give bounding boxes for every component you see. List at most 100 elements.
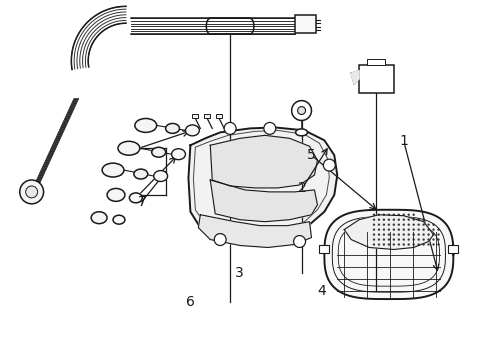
Polygon shape [210, 135, 317, 188]
Circle shape [422, 238, 424, 241]
Circle shape [402, 219, 404, 221]
Circle shape [422, 243, 424, 246]
Polygon shape [344, 215, 433, 249]
Circle shape [427, 243, 429, 246]
Bar [447, 246, 457, 253]
Polygon shape [350, 71, 358, 84]
Circle shape [431, 229, 434, 231]
Circle shape [26, 186, 38, 198]
Bar [192, 113, 198, 118]
Circle shape [412, 213, 414, 216]
Circle shape [377, 243, 379, 246]
Text: 6: 6 [185, 295, 194, 309]
Ellipse shape [165, 123, 179, 133]
Ellipse shape [153, 171, 167, 181]
Circle shape [372, 243, 374, 246]
Circle shape [412, 238, 414, 241]
Circle shape [392, 219, 394, 221]
Circle shape [382, 224, 385, 226]
Circle shape [382, 229, 385, 231]
Circle shape [436, 243, 439, 246]
Circle shape [402, 233, 404, 236]
Circle shape [412, 219, 414, 221]
Circle shape [397, 224, 399, 226]
Circle shape [382, 219, 385, 221]
Circle shape [412, 224, 414, 226]
Circle shape [382, 238, 385, 241]
Circle shape [402, 243, 404, 246]
Circle shape [407, 233, 409, 236]
Circle shape [422, 219, 424, 221]
Circle shape [407, 229, 409, 231]
Ellipse shape [107, 188, 124, 201]
Circle shape [224, 122, 236, 134]
Circle shape [436, 233, 439, 236]
Ellipse shape [185, 125, 199, 136]
Circle shape [382, 233, 385, 236]
Ellipse shape [134, 169, 147, 179]
Circle shape [377, 224, 379, 226]
Circle shape [397, 243, 399, 246]
Circle shape [214, 234, 225, 246]
Circle shape [387, 233, 389, 236]
Circle shape [402, 229, 404, 231]
Circle shape [422, 224, 424, 226]
Circle shape [417, 229, 419, 231]
Circle shape [436, 238, 439, 241]
Circle shape [323, 159, 335, 171]
Circle shape [372, 238, 374, 241]
Bar [366, 59, 384, 65]
Circle shape [372, 219, 374, 221]
Circle shape [297, 107, 305, 114]
Circle shape [422, 233, 424, 236]
Circle shape [291, 100, 311, 121]
Circle shape [397, 233, 399, 236]
Circle shape [407, 238, 409, 241]
Circle shape [387, 229, 389, 231]
Circle shape [372, 213, 374, 216]
Polygon shape [324, 210, 452, 299]
Circle shape [417, 238, 419, 241]
Ellipse shape [102, 163, 123, 177]
Circle shape [417, 243, 419, 246]
Ellipse shape [113, 215, 124, 224]
Circle shape [407, 219, 409, 221]
Circle shape [377, 229, 379, 231]
Ellipse shape [118, 141, 140, 155]
Bar [204, 113, 210, 118]
Circle shape [387, 219, 389, 221]
Circle shape [387, 224, 389, 226]
Circle shape [293, 235, 305, 247]
Circle shape [372, 229, 374, 231]
Circle shape [412, 243, 414, 246]
Circle shape [402, 238, 404, 241]
Circle shape [372, 233, 374, 236]
Circle shape [431, 233, 434, 236]
Ellipse shape [171, 149, 185, 159]
Circle shape [387, 238, 389, 241]
Circle shape [20, 180, 43, 204]
Circle shape [402, 213, 404, 216]
Polygon shape [198, 215, 311, 247]
Circle shape [417, 224, 419, 226]
Circle shape [412, 233, 414, 236]
Bar [216, 113, 222, 118]
Circle shape [264, 122, 275, 134]
Circle shape [392, 243, 394, 246]
Circle shape [427, 238, 429, 241]
Text: 5: 5 [306, 148, 315, 162]
Circle shape [417, 233, 419, 236]
Bar [358, 65, 393, 93]
Circle shape [382, 213, 385, 216]
Circle shape [372, 224, 374, 226]
Circle shape [427, 233, 429, 236]
Circle shape [436, 229, 439, 231]
Circle shape [402, 224, 404, 226]
Ellipse shape [295, 129, 307, 136]
Circle shape [382, 243, 385, 246]
Circle shape [427, 229, 429, 231]
Circle shape [407, 224, 409, 226]
Circle shape [377, 213, 379, 216]
Circle shape [397, 219, 399, 221]
Circle shape [392, 224, 394, 226]
